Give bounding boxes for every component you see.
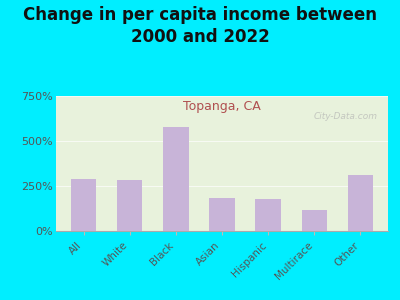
- Bar: [209, 198, 235, 231]
- Text: City-Data.com: City-Data.com: [314, 112, 378, 121]
- Bar: [302, 210, 327, 231]
- Bar: [163, 127, 188, 231]
- Bar: [348, 175, 373, 231]
- Bar: [256, 199, 281, 231]
- Bar: [71, 179, 96, 231]
- Bar: [117, 180, 142, 231]
- Text: Topanga, CA: Topanga, CA: [183, 100, 261, 113]
- Text: Change in per capita income between
2000 and 2022: Change in per capita income between 2000…: [23, 6, 377, 46]
